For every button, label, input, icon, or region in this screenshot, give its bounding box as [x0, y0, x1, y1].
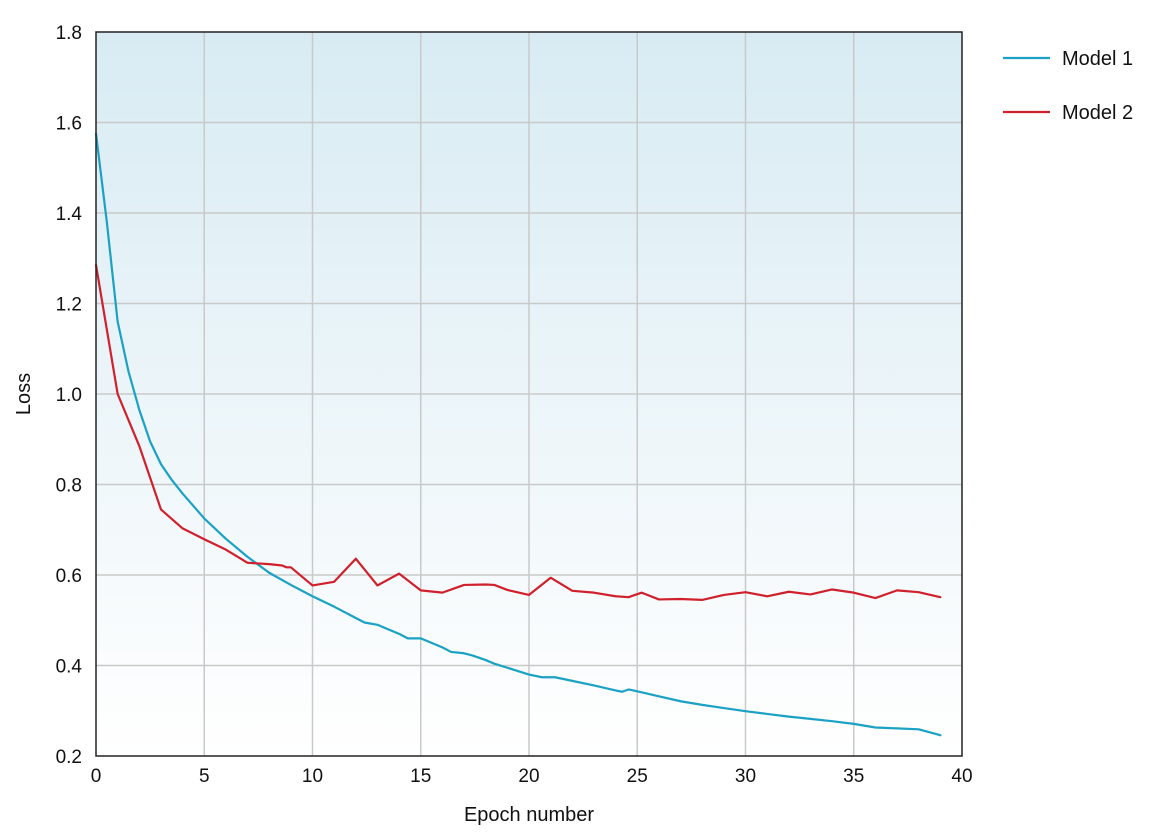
- y-tick-label: 0.8: [56, 476, 82, 497]
- y-tick-label: 1.0: [56, 385, 82, 406]
- legend-label: Model 1: [1062, 48, 1133, 70]
- x-tick-label: 5: [199, 766, 210, 787]
- x-tick-label: 20: [518, 766, 539, 787]
- plot-frame: [95, 31, 963, 757]
- x-axis-label: Epoch number: [464, 804, 594, 826]
- legend-label: Model 2: [1062, 102, 1133, 124]
- tick-labels: 0 5 10 15 20 25 30 35 40 0.2 0.4 0.6 0.8 1.0 1.2 1.4 1.6…: [56, 23, 973, 787]
- y-tick-label: 1.4: [56, 204, 83, 225]
- y-tick-label: 1.2: [56, 295, 82, 316]
- x-tick-label: 10: [302, 766, 323, 787]
- y-tick-label: 1.6: [56, 114, 82, 135]
- legend: Model 1 Model 2: [1003, 48, 1133, 124]
- legend-item-model-2: Model 2: [1003, 102, 1133, 124]
- x-tick-label: 40: [951, 766, 972, 787]
- y-axis-label: Loss: [13, 373, 35, 415]
- y-tick-label: 0.4: [56, 657, 83, 678]
- grid: [96, 32, 962, 756]
- series-line-model-2: [94, 263, 942, 601]
- x-tick-label: 35: [843, 766, 864, 787]
- x-tick-label: 30: [735, 766, 756, 787]
- x-tick-label: 0: [91, 766, 102, 787]
- series-line-model-1: [94, 132, 942, 737]
- series-group: [94, 132, 942, 737]
- y-tick-label: 0.6: [56, 566, 82, 587]
- y-tick-label: 0.2: [56, 747, 82, 768]
- x-tick-label: 25: [627, 766, 648, 787]
- legend-item-model-1: Model 1: [1003, 48, 1133, 70]
- y-tick-label: 1.8: [56, 23, 82, 44]
- x-tick-label: 15: [410, 766, 431, 787]
